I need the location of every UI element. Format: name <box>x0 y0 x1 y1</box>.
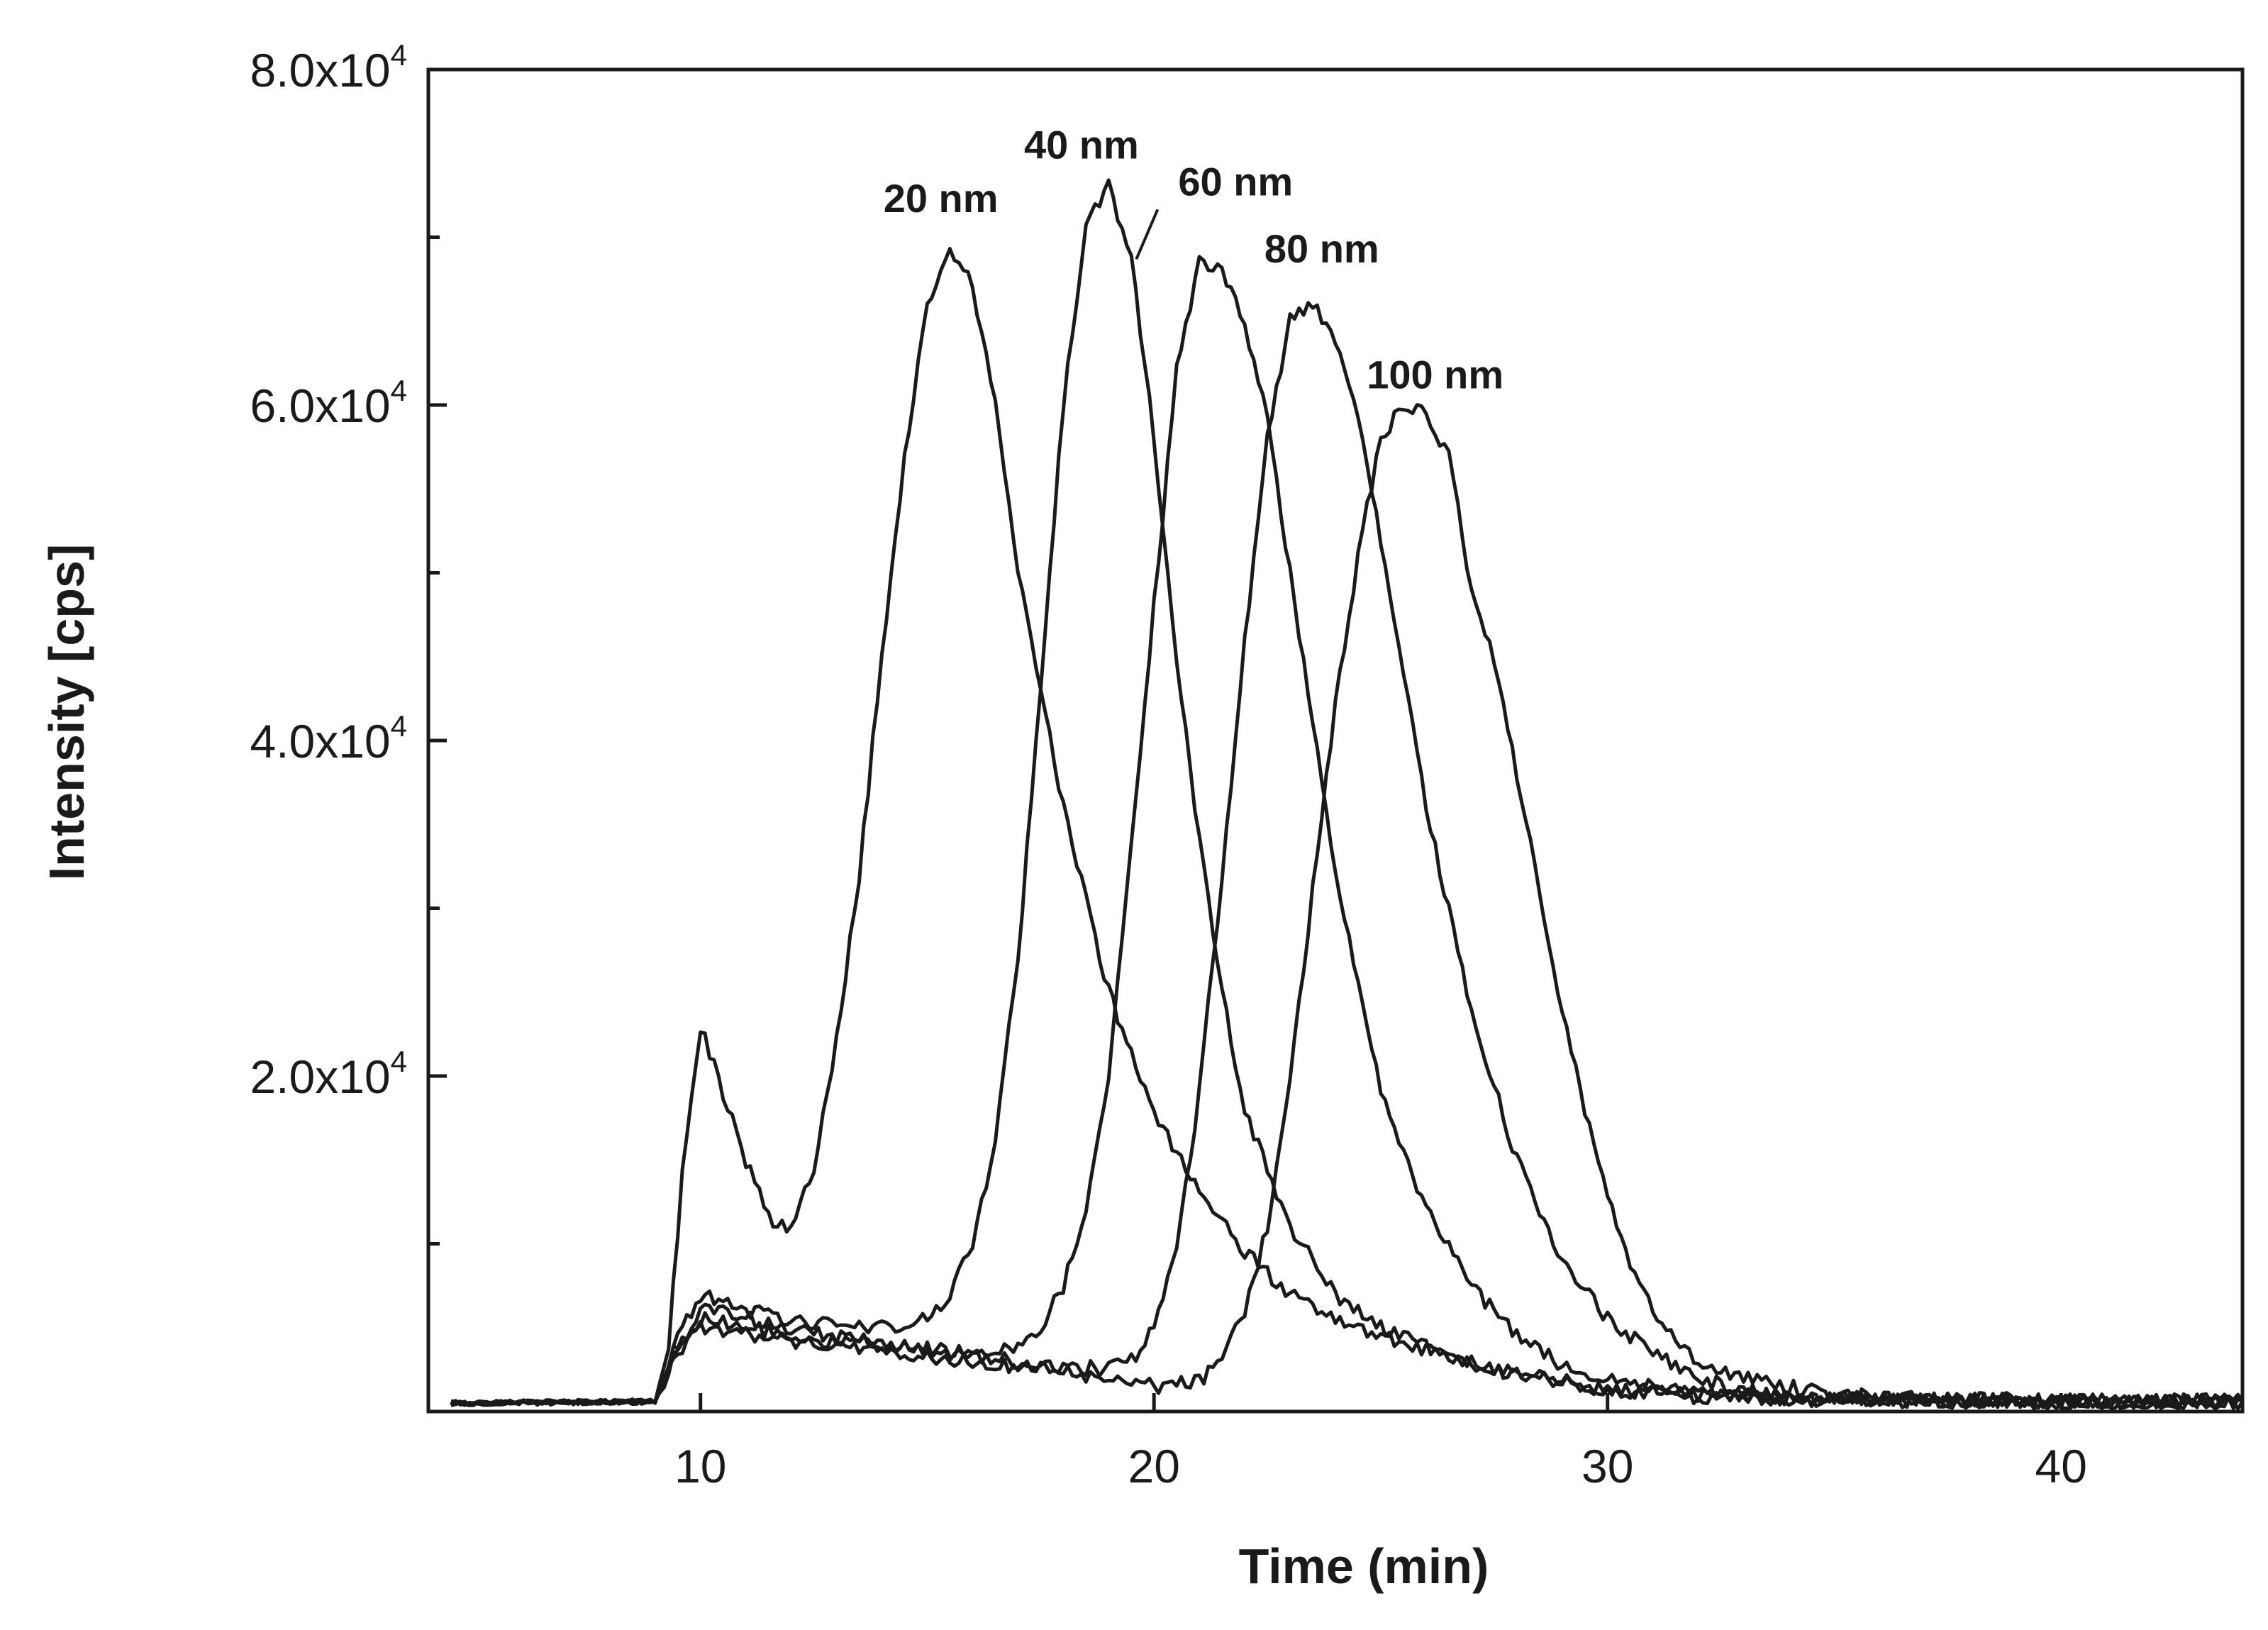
y-tick-exponent: 4 <box>391 38 407 72</box>
x-tick-label: 10 <box>674 1440 726 1492</box>
y-tick-mantissa: 2.0x10 <box>250 1050 390 1103</box>
x-axis-title: Time (min) <box>1239 1538 1489 1594</box>
x-tick-label: 20 <box>1128 1440 1179 1492</box>
series-line-60-nm <box>450 255 2244 1411</box>
series-line-80-nm <box>450 301 2244 1411</box>
y-tick-mantissa: 6.0x10 <box>250 379 390 432</box>
series-label: 80 nm <box>1264 226 1379 271</box>
y-tick-mantissa: 8.0x10 <box>250 44 390 96</box>
series-layer <box>450 178 2245 1411</box>
series-line-100-nm <box>450 403 2245 1411</box>
series-label: 40 nm <box>1024 122 1139 167</box>
series-label: 60 nm <box>1178 159 1293 204</box>
series-labels: 20 nm 40 nm 60 nm 80 nm 100 nm <box>884 122 1503 397</box>
y-tick-exponent: 4 <box>391 374 407 407</box>
x-tick-label: 30 <box>1582 1440 1633 1492</box>
y-tick-label: 4.0x104 <box>250 709 407 767</box>
y-tick-mantissa: 4.0x10 <box>250 715 390 767</box>
y-tick-exponent: 4 <box>391 1045 407 1078</box>
y-tick-label: 6.0x104 <box>250 374 407 432</box>
y-axis-title: Intensity [cps] <box>39 544 94 881</box>
series-line-40-nm <box>450 178 2244 1410</box>
series-line-20-nm <box>450 247 2245 1411</box>
y-tick-label: 2.0x104 <box>250 1045 407 1103</box>
series-label: 100 nm <box>1367 352 1503 397</box>
leader-line <box>1135 209 1160 260</box>
x-tick-label: 40 <box>2035 1440 2086 1492</box>
y-tick-exponent: 4 <box>391 709 407 743</box>
series-label: 20 nm <box>884 176 999 221</box>
y-tick-label: 8.0x104 <box>250 38 407 96</box>
